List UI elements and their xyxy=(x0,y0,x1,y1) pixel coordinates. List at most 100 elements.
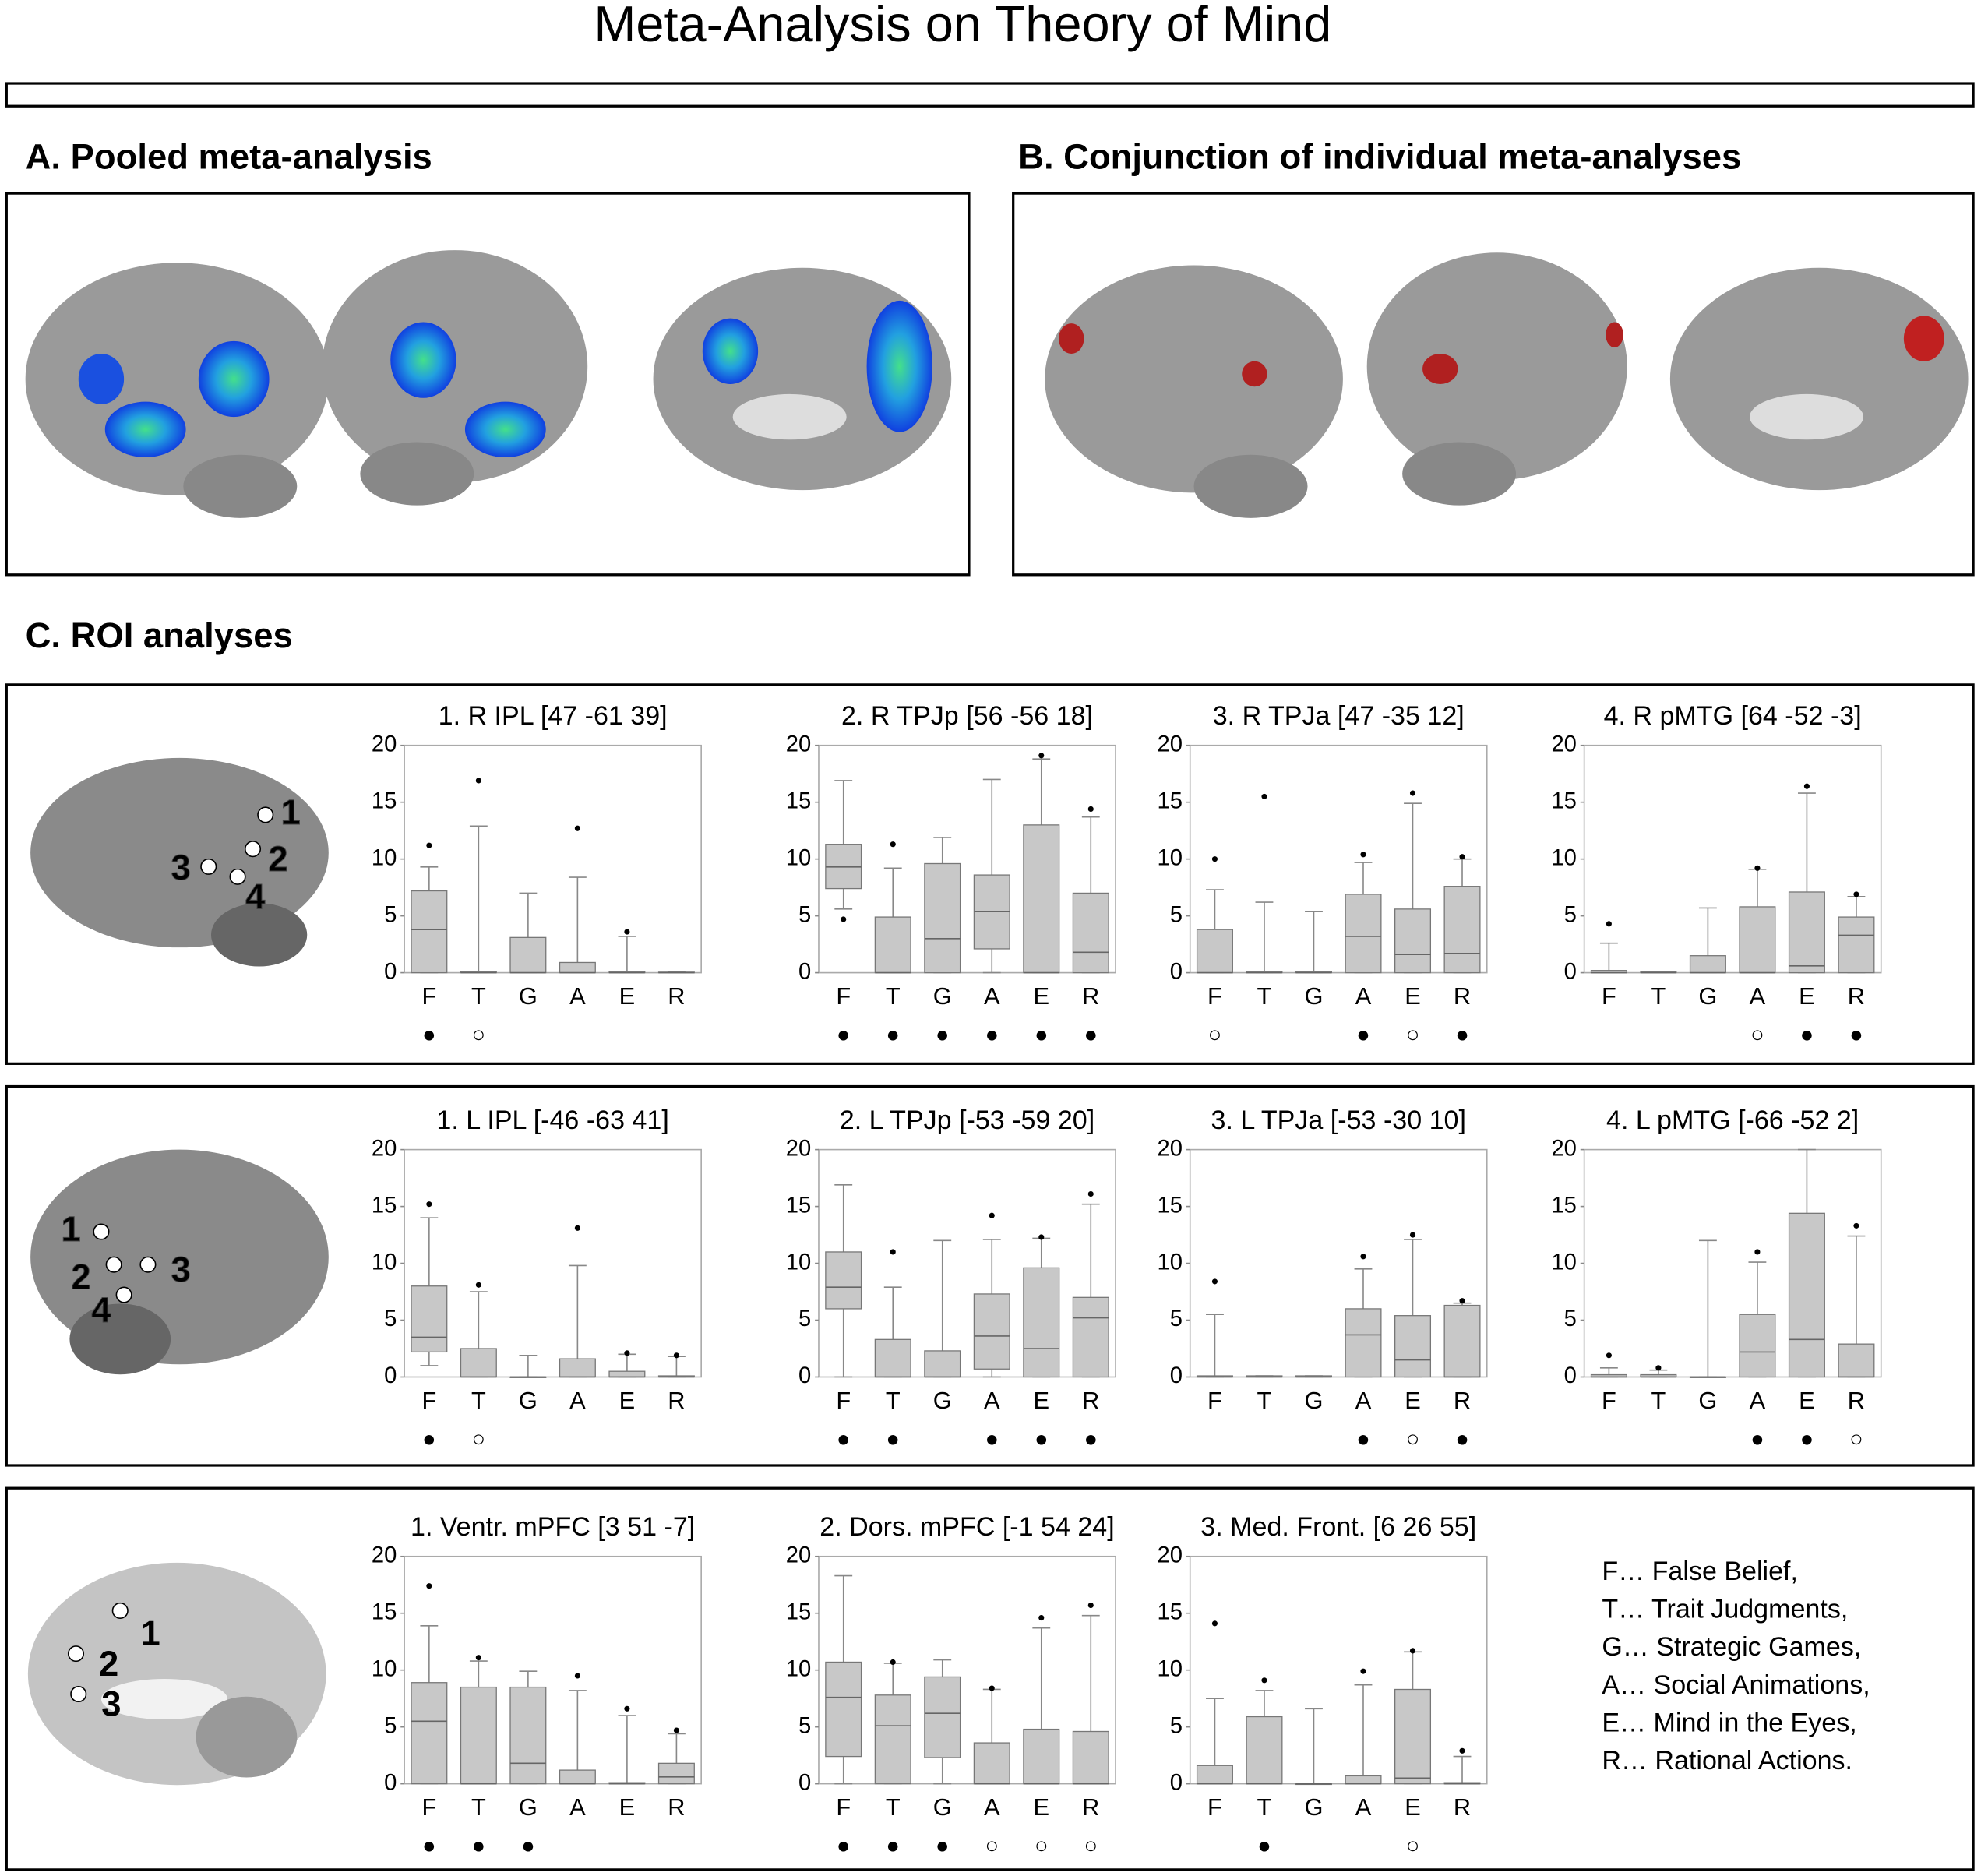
x-tick-label: E xyxy=(1405,1793,1421,1821)
x-tick-label: R xyxy=(668,1793,685,1821)
box xyxy=(874,1694,911,1785)
outlier xyxy=(1606,1352,1612,1359)
x-tick-label: R xyxy=(1082,982,1099,1010)
box xyxy=(825,1251,862,1310)
box xyxy=(1023,824,1060,974)
brain-images-a xyxy=(25,250,952,518)
legend-entry: E… Mind in the Eyes, xyxy=(1602,1708,1856,1737)
x-tick-label: G xyxy=(519,982,538,1010)
box xyxy=(924,862,961,974)
x-tick-label: R xyxy=(668,982,685,1010)
box xyxy=(411,1285,448,1353)
x-tick-label: A xyxy=(569,1387,586,1414)
significance-marker: ● xyxy=(1455,1022,1469,1047)
x-tick-label: G xyxy=(1698,1387,1717,1414)
significance-marker: ● xyxy=(521,1833,535,1858)
y-tick-label: 15 xyxy=(786,1599,811,1624)
roi-label: 1 xyxy=(61,1209,80,1249)
box xyxy=(1072,1730,1109,1785)
y-tick-label: 10 xyxy=(786,1250,811,1275)
roi-marker xyxy=(139,1256,157,1273)
x-tick-label: T xyxy=(1257,1387,1272,1414)
plot-frame xyxy=(1189,1555,1488,1785)
y-tick-label: 15 xyxy=(372,788,397,813)
box xyxy=(1838,1343,1875,1378)
box xyxy=(509,1686,547,1785)
box xyxy=(559,961,596,974)
chart-title: 2. R TPJp [56 -56 18] xyxy=(841,701,1093,731)
plot-frame xyxy=(1189,744,1488,974)
panel-frame xyxy=(5,192,971,577)
outlier xyxy=(1409,1232,1416,1238)
y-tick-label: 10 xyxy=(372,845,397,870)
panel-label: C. ROI analyses xyxy=(26,615,293,655)
outlier xyxy=(574,1673,580,1679)
outlier xyxy=(1853,891,1859,897)
x-tick-label: T xyxy=(471,1793,486,1821)
roi-label: 1 xyxy=(141,1613,160,1653)
x-tick-label: R xyxy=(1082,1387,1099,1414)
significance-marker: ● xyxy=(985,1022,999,1047)
y-tick-label: 10 xyxy=(372,1250,397,1275)
roi-label: 2 xyxy=(71,1257,90,1297)
plot-frame xyxy=(1583,1148,1882,1378)
roi-marker xyxy=(115,1286,132,1303)
significance-marker: ● xyxy=(985,1426,999,1451)
outlier xyxy=(475,778,481,784)
x-tick-label: T xyxy=(471,1387,486,1414)
legend-entry: F… False Belief, xyxy=(1602,1557,1798,1586)
x-tick-label: G xyxy=(1698,982,1717,1010)
x-tick-label: E xyxy=(619,1793,636,1821)
chart-title: 3. R TPJa [47 -35 12] xyxy=(1213,701,1465,731)
outlier xyxy=(1087,1602,1094,1609)
x-tick-label: A xyxy=(1750,1387,1766,1414)
y-tick-label: 0 xyxy=(1170,1363,1183,1388)
outlier xyxy=(989,1212,995,1218)
box xyxy=(1072,1296,1109,1378)
outlier xyxy=(1360,1668,1366,1674)
significance-marker: ● xyxy=(1849,1022,1863,1047)
x-tick-label: R xyxy=(1848,982,1865,1010)
y-tick-label: 0 xyxy=(798,959,811,984)
significance-marker: ● xyxy=(1084,1022,1098,1047)
x-tick-label: A xyxy=(569,982,586,1010)
significance-marker: ○ xyxy=(1208,1022,1222,1047)
roi-label: 3 xyxy=(101,1684,121,1724)
chart-title: 3. L TPJa [-53 -30 10] xyxy=(1211,1106,1466,1135)
x-tick-label: G xyxy=(1304,1387,1323,1414)
x-tick-label: T xyxy=(886,1387,901,1414)
box xyxy=(1394,1315,1432,1378)
y-tick-label: 0 xyxy=(798,1770,811,1795)
box xyxy=(1196,929,1233,974)
box xyxy=(1443,886,1481,974)
y-tick-label: 20 xyxy=(372,732,397,756)
figure-title: Meta-Analysis on Theory of Mind xyxy=(594,0,1331,52)
outlier xyxy=(1038,753,1045,759)
y-tick-label: 10 xyxy=(786,845,811,870)
roi-marker xyxy=(93,1223,110,1240)
panel-frame xyxy=(1012,192,1975,577)
significance-marker: ○ xyxy=(985,1833,999,1858)
panel-label: A. Pooled meta-analysis xyxy=(26,136,432,176)
y-tick-label: 15 xyxy=(1551,1193,1576,1218)
outlier xyxy=(890,1249,896,1255)
x-tick-label: T xyxy=(1257,982,1272,1010)
y-tick-label: 20 xyxy=(1158,1543,1183,1567)
significance-marker: ● xyxy=(1356,1022,1370,1047)
outlier xyxy=(624,1350,630,1356)
significance-marker: ● xyxy=(936,1022,950,1047)
chart-title: 1. R IPL [47 -61 39] xyxy=(439,701,668,731)
outlier xyxy=(890,841,896,848)
y-tick-label: 0 xyxy=(1170,959,1183,984)
x-tick-label: E xyxy=(1799,982,1815,1010)
significance-marker: ● xyxy=(1257,1833,1271,1858)
roi-marker xyxy=(111,1602,129,1620)
x-tick-label: F xyxy=(836,1387,851,1414)
legend-entry: G… Strategic Games, xyxy=(1602,1632,1861,1662)
outlier xyxy=(673,1727,679,1733)
plot-frame xyxy=(1583,744,1882,974)
y-tick-label: 10 xyxy=(1158,1656,1183,1681)
roi-marker xyxy=(105,1256,122,1273)
outlier xyxy=(1360,852,1366,858)
